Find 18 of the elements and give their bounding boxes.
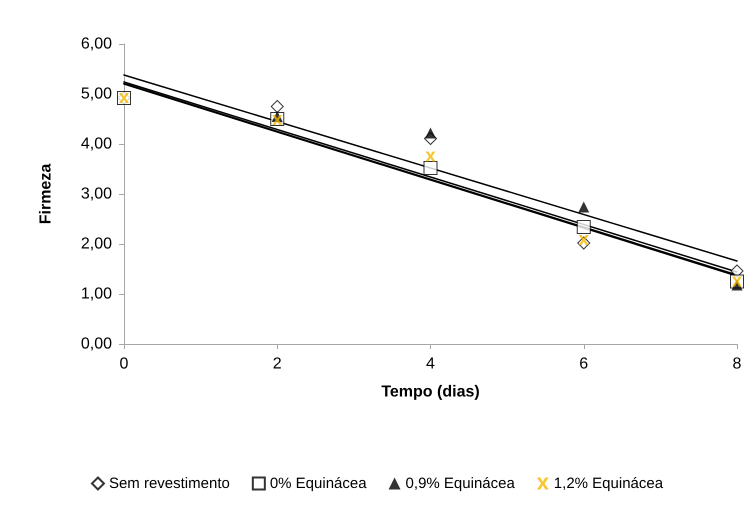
- x-axis-title: Tempo (dias): [381, 384, 480, 400]
- y-tick-label: 1,00: [80, 286, 112, 302]
- x-tick-label: 4: [426, 356, 436, 372]
- legend-label: 0,9% Equinácea: [406, 475, 516, 492]
- y-tick-label: 4,00: [80, 136, 112, 152]
- y-tick-label: 5,00: [80, 86, 112, 102]
- y-tick-label: 2,00: [80, 236, 112, 252]
- x-tick-label: 8: [732, 356, 742, 372]
- y-tick-label: 6,00: [80, 36, 112, 52]
- y-tick-label: 0,00: [80, 336, 112, 352]
- y-axis-title: Firmeza: [38, 164, 54, 224]
- x-tick-label: 2: [272, 356, 282, 372]
- x-tick-label: 0: [120, 356, 129, 372]
- y-tick-label: 3,00: [80, 186, 112, 202]
- x-tick-label: 6: [579, 356, 588, 372]
- legend-label: Sem revestimento: [108, 475, 230, 492]
- legend-label: 1,2% Equinácea: [554, 475, 664, 492]
- legend-label: 0% Equinácea: [270, 475, 368, 492]
